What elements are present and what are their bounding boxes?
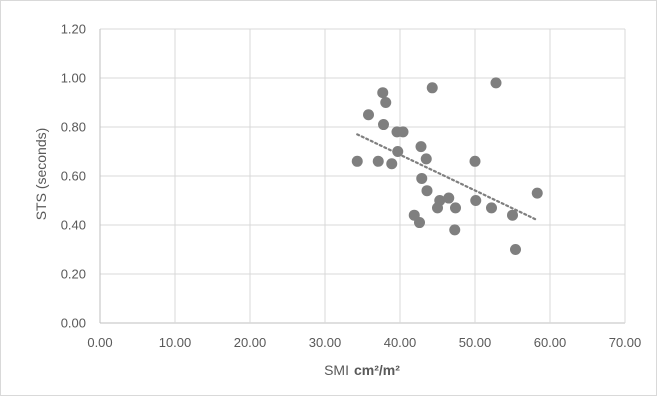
trendline xyxy=(356,133,539,222)
data-point xyxy=(380,97,392,108)
data-point xyxy=(450,202,461,214)
data-point xyxy=(490,77,502,89)
x-tick-label: 30.00 xyxy=(309,335,342,350)
data-point xyxy=(426,82,438,94)
data-point xyxy=(363,109,374,121)
y-tick-label: 1.20 xyxy=(61,22,86,37)
data-point xyxy=(372,155,384,167)
data-point xyxy=(415,141,427,153)
data-point xyxy=(470,195,482,206)
x-axis-title: SMI cm²/m² xyxy=(324,362,400,378)
x-tick-label: 60.00 xyxy=(534,335,567,350)
data-point xyxy=(377,87,389,99)
data-point xyxy=(421,185,433,197)
x-axis-title-unit: cm²/m² xyxy=(354,362,400,378)
x-axis-title-label: SMI xyxy=(324,362,349,378)
y-tick-label: 0.60 xyxy=(61,169,86,184)
x-tick-label: 20.00 xyxy=(234,335,267,350)
data-point xyxy=(386,158,398,170)
data-point xyxy=(397,126,409,138)
x-tick-label: 50.00 xyxy=(459,335,492,350)
data-point xyxy=(420,153,432,165)
data-points xyxy=(351,77,543,255)
trendline-group xyxy=(356,133,539,222)
data-point xyxy=(378,119,389,131)
data-point xyxy=(434,195,446,206)
x-tick-label: 40.00 xyxy=(384,335,417,350)
data-point xyxy=(531,187,543,199)
y-tick-label: 0.40 xyxy=(61,218,86,233)
data-point xyxy=(443,192,455,204)
data-point xyxy=(414,217,425,229)
data-point xyxy=(351,155,363,167)
data-point xyxy=(449,224,461,236)
x-tick-label: 70.00 xyxy=(609,335,642,350)
data-point xyxy=(486,202,497,214)
data-point xyxy=(392,146,404,157)
tick-labels: 0.00 0.20 0.40 0.60 0.80 1.00 1.20 0.00 10.00 20.… xyxy=(61,22,642,351)
gridlines xyxy=(99,28,626,324)
data-point xyxy=(507,209,518,221)
y-tick-label: 0.00 xyxy=(61,316,86,331)
data-point xyxy=(469,155,481,167)
y-tick-label: 1.00 xyxy=(61,71,86,86)
y-tick-label: 0.20 xyxy=(61,267,86,282)
y-tick-label: 0.80 xyxy=(61,120,86,135)
x-tick-label: 0.00 xyxy=(87,335,112,350)
y-axis-title: STS (seconds) xyxy=(33,128,49,221)
x-tick-label: 10.00 xyxy=(159,335,192,350)
data-point xyxy=(416,172,428,184)
data-point xyxy=(510,244,521,255)
